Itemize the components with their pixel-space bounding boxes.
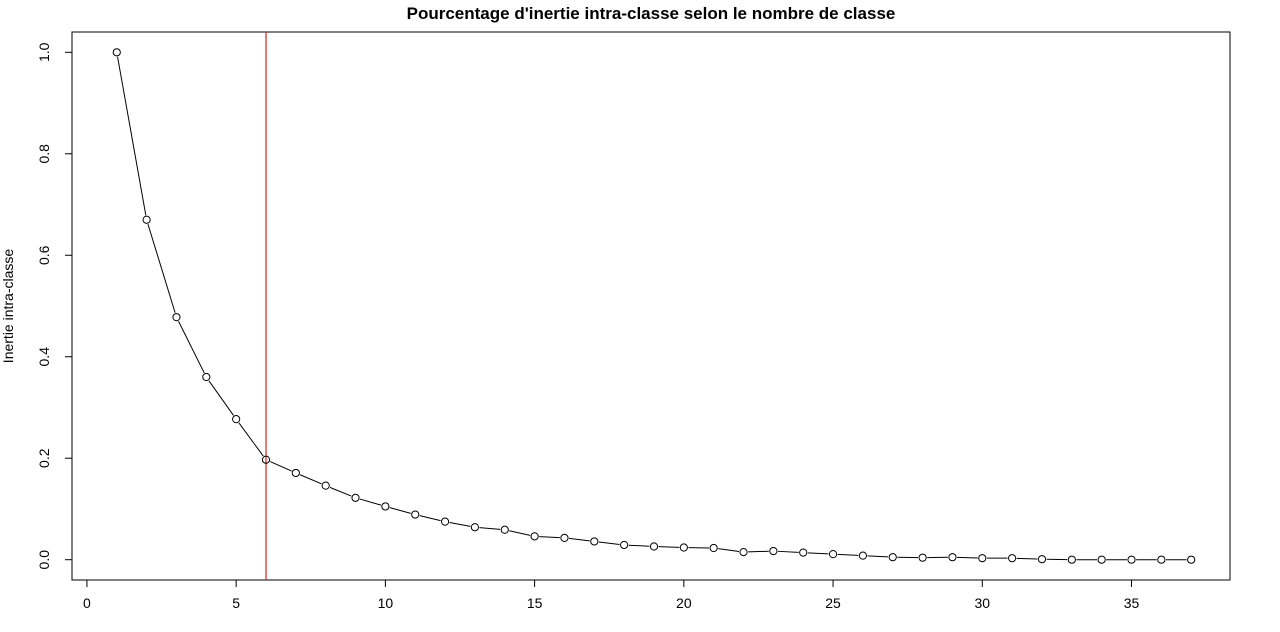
data-point <box>1008 554 1017 563</box>
y-tick-label: 0.6 <box>36 245 52 265</box>
data-point <box>1187 555 1196 564</box>
series-segment <box>509 530 531 536</box>
data-point <box>530 532 539 541</box>
data-point <box>828 550 838 559</box>
series-segment <box>748 550 769 553</box>
data-point <box>1097 555 1106 564</box>
series-segment <box>479 527 501 530</box>
data-point <box>1037 555 1047 564</box>
series-segment <box>867 555 889 558</box>
y-tick-label: 0.2 <box>36 448 52 468</box>
x-tick-label: 15 <box>527 595 543 611</box>
x-tick-label: 35 <box>1124 595 1140 611</box>
x-tick-label: 10 <box>378 595 394 611</box>
data-point <box>470 523 480 532</box>
series-segment <box>658 546 680 548</box>
series-segment <box>837 553 859 556</box>
x-tick-label: 20 <box>676 595 692 611</box>
y-axis-label: Inertie intra-classe <box>0 249 16 364</box>
data-point <box>560 533 569 542</box>
data-point <box>500 525 509 534</box>
series-segment <box>419 515 441 522</box>
data-point <box>261 455 271 464</box>
data-point <box>769 546 778 556</box>
series-group <box>112 48 1196 564</box>
data-point <box>411 510 420 519</box>
x-axis: 0 5 10 15 20 25 30 35 <box>83 579 1140 611</box>
data-point <box>321 481 330 490</box>
series-segment <box>628 544 650 547</box>
series-segment <box>718 548 740 552</box>
series-segment <box>807 552 829 555</box>
series-segment <box>1016 557 1038 560</box>
data-point <box>440 517 450 526</box>
data-point <box>948 553 957 562</box>
data-point <box>142 215 151 224</box>
data-point <box>799 548 808 557</box>
series-segment <box>299 474 322 485</box>
series-segment <box>329 486 352 497</box>
series-segment <box>359 498 382 506</box>
x-tick-label: 0 <box>83 595 91 611</box>
series-segment <box>270 461 292 472</box>
data-point <box>679 543 688 552</box>
series-segment <box>539 536 560 539</box>
series-segment <box>449 522 471 527</box>
data-point <box>709 543 718 553</box>
y-axis: 0.0 0.2 0.4 0.6 0.8 1.0 <box>36 42 73 570</box>
data-point <box>918 553 927 562</box>
series-segment <box>208 380 234 416</box>
data-point <box>649 542 659 551</box>
data-point <box>620 540 629 550</box>
data-point <box>739 547 748 557</box>
series-segment <box>568 537 590 542</box>
data-point <box>978 554 987 563</box>
data-point <box>381 502 390 511</box>
data-point <box>858 551 868 560</box>
plot-frame <box>71 31 1231 581</box>
chart-title: Pourcentage d'inertie intra-classe selon… <box>407 4 896 23</box>
series-segment <box>117 56 147 216</box>
data-point <box>590 537 599 546</box>
data-point <box>888 553 897 562</box>
x-tick-label: 30 <box>974 595 990 611</box>
series-segment <box>957 556 978 559</box>
data-point <box>202 372 211 382</box>
series-segment <box>147 223 176 313</box>
x-tick-label: 5 <box>232 595 240 611</box>
data-point <box>232 415 241 424</box>
data-point <box>112 48 121 57</box>
y-tick-label: 1.0 <box>36 42 52 62</box>
data-point <box>351 493 360 502</box>
x-tick-label: 25 <box>825 595 841 611</box>
y-tick-label: 0.4 <box>36 347 52 367</box>
series-segment <box>598 541 620 545</box>
series-segment <box>389 507 411 514</box>
y-tick-label: 0.0 <box>36 550 52 570</box>
data-point <box>291 468 300 478</box>
data-point <box>1127 555 1136 564</box>
data-point <box>1067 555 1076 564</box>
data-point <box>1157 555 1166 564</box>
series-segment <box>238 422 264 457</box>
y-tick-label: 0.8 <box>36 144 52 164</box>
series-segment <box>178 321 205 374</box>
series-segment <box>777 550 799 553</box>
data-point <box>172 313 181 322</box>
